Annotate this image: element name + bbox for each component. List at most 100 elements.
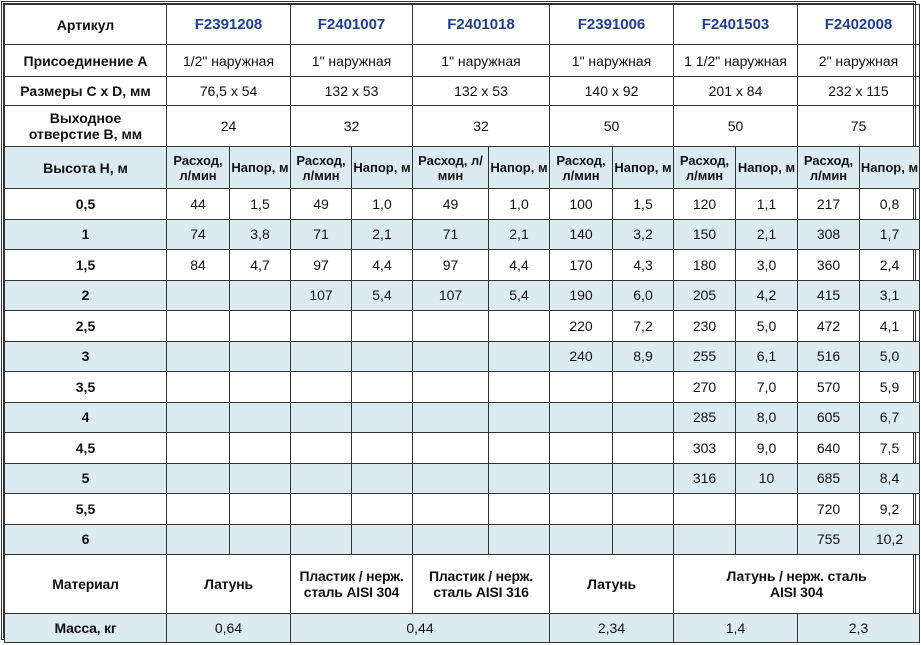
head-value: 4,4 — [351, 249, 413, 281]
head-value: 7,0 — [735, 371, 798, 403]
flow-value: 84 — [166, 249, 230, 281]
material-cell: Латунь — [166, 554, 291, 614]
head-value: 5,4 — [351, 279, 413, 311]
flow-header: Расход, л/мин — [290, 146, 352, 189]
height-value: 3,5 — [4, 371, 167, 403]
flow-header: Расход, л/мин — [412, 146, 489, 189]
head-value: 8,9 — [612, 340, 674, 372]
connection-cell: 1" наружная — [412, 44, 550, 77]
flow-value: 220 — [549, 310, 613, 342]
head-value: 3,0 — [735, 249, 798, 281]
connection-cell: 1" наружная — [290, 44, 413, 77]
article-cell: F2391208 — [166, 4, 291, 45]
performance-row: 5 316 10 685 8,4 — [4, 462, 920, 494]
flow-value — [412, 401, 489, 433]
flow-value — [290, 371, 352, 403]
flow-value: 255 — [673, 340, 736, 372]
head-value — [488, 493, 550, 525]
dimensions-cell: 201 x 84 — [673, 76, 798, 106]
head-value: 1,0 — [488, 188, 550, 220]
flow-value: 150 — [673, 218, 736, 250]
flow-value: 472 — [797, 310, 860, 342]
height-value: 0,5 — [4, 188, 167, 220]
head-value: 1,7 — [859, 218, 920, 250]
flow-value: 100 — [549, 188, 613, 220]
head-value: 6,7 — [859, 401, 920, 433]
flow-value — [290, 462, 352, 494]
flow-value: 720 — [797, 493, 860, 525]
head-value — [229, 371, 291, 403]
head-value — [488, 310, 550, 342]
mass-cell: 2,3 — [797, 613, 920, 643]
head-value — [229, 340, 291, 372]
head-value: 3,1 — [859, 279, 920, 311]
dimensions-cell: 132 x 53 — [412, 76, 550, 106]
height-header-row: Высота H, м Расход, л/мин Напор, м Расход,… — [4, 146, 920, 189]
performance-row: 2 107 5,4 107 5,4 190 6,0 205 4,2 415 3,1 — [4, 279, 920, 311]
flow-value: 97 — [412, 249, 489, 281]
head-header: Напор, м — [351, 146, 413, 189]
article-cell: F2401018 — [412, 4, 550, 45]
dimensions-cell: 140 x 92 — [549, 76, 674, 106]
head-value: 5,0 — [735, 310, 798, 342]
head-value — [229, 279, 291, 311]
head-value — [351, 371, 413, 403]
flow-value: 107 — [290, 279, 352, 311]
head-value — [612, 401, 674, 433]
article-label: Артикул — [4, 4, 167, 45]
outlet-label: Выходное отверстие B, мм — [4, 105, 167, 147]
head-value: 7,5 — [859, 432, 920, 464]
height-value: 1 — [4, 218, 167, 250]
connection-label: Присоединение A — [4, 44, 167, 77]
mass-label: Масса, кг — [4, 613, 167, 643]
head-value — [488, 432, 550, 464]
head-value: 4,3 — [612, 249, 674, 281]
flow-value — [549, 432, 613, 464]
performance-row: 5,5 720 9,2 — [4, 493, 920, 525]
material-cell: Пластик / нерж. сталь AISI 316 — [412, 554, 550, 614]
head-value — [351, 493, 413, 525]
flow-value: 71 — [290, 218, 352, 250]
flow-value: 44 — [166, 188, 230, 220]
head-value: 2,1 — [351, 218, 413, 250]
flow-value: 240 — [549, 340, 613, 372]
head-value — [735, 493, 798, 525]
flow-value: 190 — [549, 279, 613, 311]
head-value: 4,1 — [859, 310, 920, 342]
mass-row: Масса, кг 0,64 0,44 2,34 1,4 2,3 — [4, 613, 920, 643]
connection-cell: 1" наружная — [549, 44, 674, 77]
height-label: Высота H, м — [4, 146, 167, 189]
head-value: 5,4 — [488, 279, 550, 311]
flow-value — [412, 310, 489, 342]
head-value: 4,7 — [229, 249, 291, 281]
flow-value: 755 — [797, 523, 860, 555]
outlet-cell: 50 — [549, 105, 674, 147]
head-value: 4,2 — [735, 279, 798, 311]
head-value: 2,4 — [859, 249, 920, 281]
head-value: 7,2 — [612, 310, 674, 342]
flow-value — [166, 493, 230, 525]
outlet-cell: 50 — [673, 105, 798, 147]
outlet-row: Выходное отверстие B, мм 24 32 32 50 50 … — [4, 105, 920, 147]
head-header: Напор, м — [735, 146, 798, 189]
flow-value — [673, 493, 736, 525]
flow-value: 107 — [412, 279, 489, 311]
flow-value — [412, 371, 489, 403]
head-value: 8,0 — [735, 401, 798, 433]
flow-value: 180 — [673, 249, 736, 281]
flow-value — [166, 371, 230, 403]
height-value: 4,5 — [4, 432, 167, 464]
flow-value: 640 — [797, 432, 860, 464]
height-value: 3 — [4, 340, 167, 372]
flow-value — [549, 401, 613, 433]
flow-value: 49 — [412, 188, 489, 220]
flow-header: Расход, л/мин — [797, 146, 860, 189]
head-value: 6,0 — [612, 279, 674, 311]
head-header: Напор, м — [859, 146, 920, 189]
article-cell: F2391006 — [549, 4, 674, 45]
dimensions-cell: 232 x 115 — [797, 76, 920, 106]
connection-cell: 1/2" наружная — [166, 44, 291, 77]
flow-value: 205 — [673, 279, 736, 311]
dimensions-cell: 76,5 x 54 — [166, 76, 291, 106]
head-value — [351, 310, 413, 342]
